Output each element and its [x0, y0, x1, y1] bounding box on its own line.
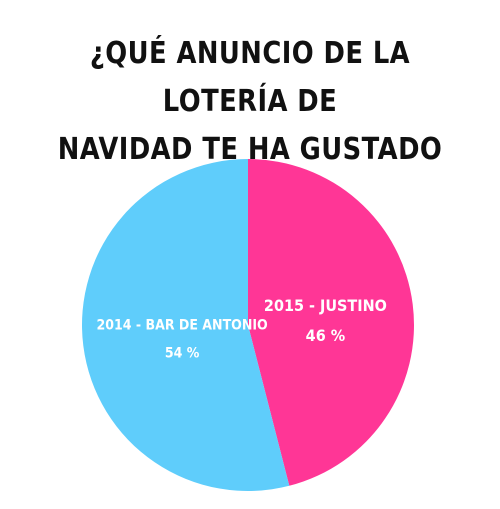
slice-label-2: 2014 - BAR DE ANTONIO	[96, 318, 267, 334]
slice-value-label-1: 46 %	[306, 327, 345, 346]
slice-value-label-2: 54 %	[165, 346, 200, 362]
pie-slice-1	[248, 159, 414, 486]
slice-label-1: 2015 - JUSTINO	[264, 297, 387, 316]
pie-slice-2	[81, 159, 290, 491]
chart-title-line-1: ¿QUÉ ANUNCIO DE LA LOTERÍA DE	[89, 36, 411, 119]
